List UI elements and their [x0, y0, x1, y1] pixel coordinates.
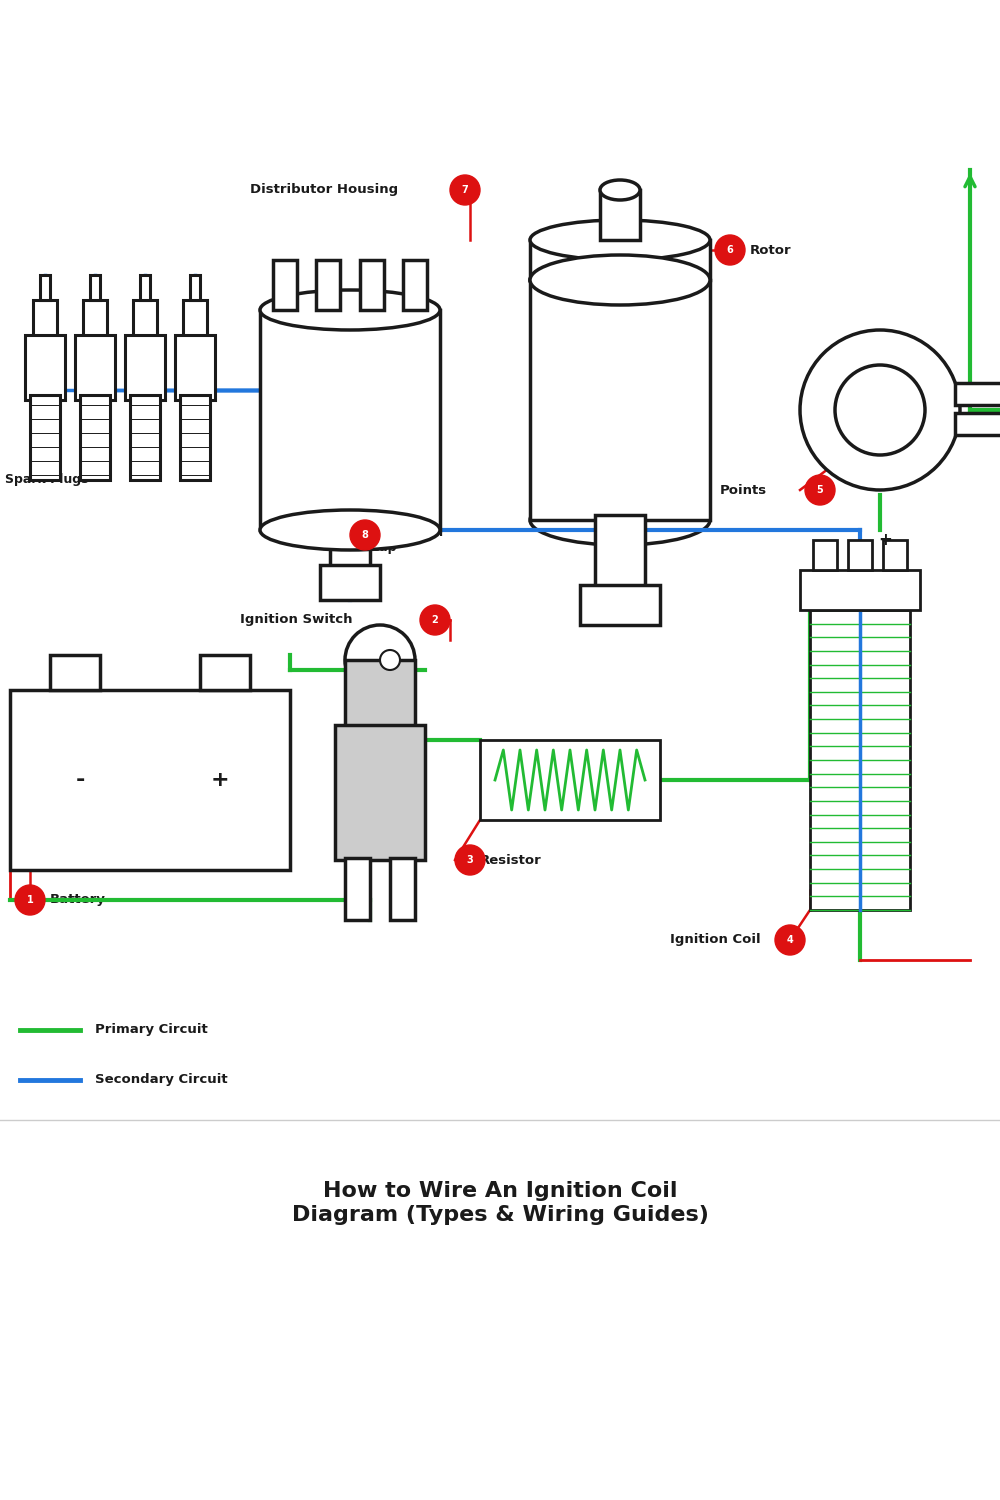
Bar [600, 190, 640, 240]
Bar [848, 540, 872, 570]
Bar [955, 382, 1000, 405]
Ellipse shape [530, 260, 710, 300]
Text: Secondary Circuit: Secondary Circuit [95, 1074, 228, 1086]
Text: 6: 6 [727, 244, 733, 255]
Text: 7: 7 [462, 184, 468, 195]
Text: +: + [211, 770, 229, 790]
Bar [83, 300, 107, 340]
Bar [260, 310, 440, 530]
Ellipse shape [600, 180, 640, 200]
Bar [90, 274, 100, 300]
Text: Distributor
Cap: Distributor Cap [370, 526, 446, 554]
Text: toolsweek.com: toolsweek.com [406, 1413, 594, 1437]
Circle shape [420, 604, 450, 634]
Text: Battery: Battery [50, 894, 106, 906]
Text: Ignition Coil: Ignition Coil [670, 933, 761, 946]
Bar [360, 260, 384, 310]
Ellipse shape [530, 220, 710, 260]
Bar [80, 394, 110, 480]
Bar [883, 540, 907, 570]
Circle shape [800, 330, 960, 490]
Bar [30, 394, 60, 480]
Text: 5: 5 [817, 484, 823, 495]
Bar [273, 260, 297, 310]
Text: Points: Points [720, 483, 767, 496]
Circle shape [715, 236, 745, 266]
Circle shape [345, 626, 415, 694]
Bar [955, 413, 1000, 435]
Bar [330, 525, 370, 570]
Text: Distributor Housing: Distributor Housing [250, 183, 398, 196]
Text: Primary Circuit: Primary Circuit [95, 1023, 208, 1036]
Bar [175, 334, 215, 400]
Bar [595, 514, 645, 590]
Text: 8: 8 [362, 530, 368, 540]
Text: Resistor: Resistor [480, 853, 542, 867]
Bar [345, 660, 415, 730]
Ellipse shape [530, 255, 710, 304]
Bar [25, 334, 65, 400]
Bar [580, 585, 660, 626]
Bar [480, 740, 660, 821]
Bar [183, 300, 207, 340]
Bar [320, 566, 380, 600]
Bar [75, 334, 115, 400]
Bar [530, 280, 710, 520]
Bar [33, 300, 57, 340]
Text: 3: 3 [467, 855, 473, 865]
Circle shape [15, 885, 45, 915]
Bar [133, 300, 157, 340]
Bar [40, 274, 50, 300]
Bar [190, 274, 200, 300]
Ellipse shape [530, 495, 710, 544]
Text: Ignition Switch: Ignition Switch [240, 614, 352, 627]
Text: Spark Plugs: Spark Plugs [5, 474, 88, 486]
Bar [200, 656, 250, 690]
Bar [140, 274, 150, 300]
Bar [530, 240, 710, 280]
Ellipse shape [260, 290, 440, 330]
Circle shape [835, 364, 925, 454]
Circle shape [450, 176, 480, 206]
Text: -: - [75, 770, 85, 790]
Circle shape [380, 650, 400, 670]
Bar [390, 858, 415, 920]
Text: 1: 1 [27, 896, 33, 904]
Text: 2: 2 [432, 615, 438, 626]
Bar [800, 570, 920, 610]
Text: How to Wire An Ignition Coil
Diagram (Types & Wiring Guides): How to Wire An Ignition Coil Diagram (Ty… [292, 1182, 708, 1224]
Bar [130, 394, 160, 480]
Text: Rotor: Rotor [750, 243, 792, 256]
Text: +: + [878, 531, 892, 549]
Text: 4: 4 [787, 934, 793, 945]
Bar [810, 610, 910, 910]
Circle shape [775, 926, 805, 956]
Bar [316, 260, 340, 310]
Circle shape [455, 844, 485, 874]
Circle shape [350, 520, 380, 550]
Ellipse shape [260, 510, 440, 550]
Bar [345, 858, 370, 920]
Bar [335, 724, 425, 860]
Bar [180, 394, 210, 480]
Bar [813, 540, 837, 570]
Bar [125, 334, 165, 400]
Bar [50, 656, 100, 690]
Bar [10, 690, 290, 870]
Circle shape [805, 476, 835, 506]
Bar [403, 260, 427, 310]
